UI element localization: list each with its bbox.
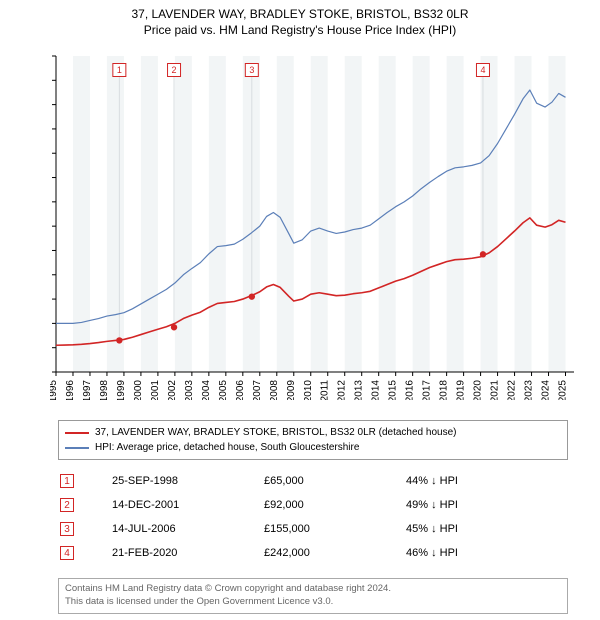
legend-row: HPI: Average price, detached house, Sout… — [65, 440, 561, 455]
svg-text:2012: 2012 — [337, 380, 348, 400]
sale-price: £242,000 — [264, 542, 404, 564]
sale-marker-icon: 2 — [60, 498, 74, 512]
svg-text:2015: 2015 — [388, 380, 399, 400]
svg-text:1999: 1999 — [116, 380, 127, 400]
sale-marker-icon: 4 — [60, 546, 74, 560]
table-row: 3 14-JUL-2006£155,00045% ↓ HPI — [60, 518, 536, 540]
svg-text:2009: 2009 — [286, 380, 297, 400]
title-line2: Price paid vs. HM Land Registry's House … — [0, 22, 600, 38]
svg-text:2022: 2022 — [507, 380, 518, 400]
svg-text:2023: 2023 — [524, 380, 535, 400]
svg-text:2016: 2016 — [405, 380, 416, 400]
sales-table: 1 25-SEP-1998£65,00044% ↓ HPI 2 14-DEC-2001… — [58, 468, 538, 566]
svg-text:1: 1 — [117, 65, 122, 75]
svg-text:2001: 2001 — [150, 380, 161, 400]
chart-svg: £0£50K£100K£150K£200K£250K£300K£350K£400… — [50, 50, 580, 400]
sale-price: £65,000 — [264, 470, 404, 492]
attribution-line2: This data is licensed under the Open Gov… — [65, 596, 561, 609]
sale-price: £155,000 — [264, 518, 404, 540]
svg-text:3: 3 — [249, 65, 254, 75]
svg-text:2003: 2003 — [184, 380, 195, 400]
svg-text:2025: 2025 — [558, 380, 569, 400]
sale-price: £92,000 — [264, 494, 404, 516]
sale-date: 14-JUL-2006 — [112, 518, 262, 540]
sale-marker-cell: 1 — [60, 470, 110, 492]
svg-text:2010: 2010 — [303, 380, 314, 400]
legend: 37, LAVENDER WAY, BRADLEY STOKE, BRISTOL… — [58, 420, 568, 460]
svg-text:1996: 1996 — [65, 380, 76, 400]
sale-diff: 49% ↓ HPI — [406, 494, 536, 516]
svg-text:2008: 2008 — [269, 380, 280, 400]
chart-area: £0£50K£100K£150K£200K£250K£300K£350K£400… — [50, 50, 580, 400]
sale-diff: 45% ↓ HPI — [406, 518, 536, 540]
svg-text:2004: 2004 — [201, 380, 212, 400]
svg-text:2011: 2011 — [320, 380, 331, 400]
legend-row: 37, LAVENDER WAY, BRADLEY STOKE, BRISTOL… — [65, 425, 561, 440]
svg-text:1997: 1997 — [82, 380, 93, 400]
svg-text:1995: 1995 — [50, 380, 59, 400]
svg-text:2020: 2020 — [473, 380, 484, 400]
title-block: 37, LAVENDER WAY, BRADLEY STOKE, BRISTOL… — [0, 0, 600, 38]
legend-swatch-series1 — [65, 432, 89, 434]
svg-text:1998: 1998 — [99, 380, 110, 400]
sale-diff: 44% ↓ HPI — [406, 470, 536, 492]
svg-text:2019: 2019 — [456, 380, 467, 400]
sale-date: 21-FEB-2020 — [112, 542, 262, 564]
svg-text:2021: 2021 — [490, 380, 501, 400]
sale-marker-cell: 4 — [60, 542, 110, 564]
attribution: Contains HM Land Registry data © Crown c… — [58, 578, 568, 614]
sale-marker-cell: 2 — [60, 494, 110, 516]
svg-text:2007: 2007 — [252, 380, 263, 400]
sale-marker-icon: 1 — [60, 474, 74, 488]
title-line1: 37, LAVENDER WAY, BRADLEY STOKE, BRISTOL… — [0, 6, 600, 22]
svg-text:2017: 2017 — [422, 380, 433, 400]
sale-marker-icon: 3 — [60, 522, 74, 536]
legend-label-series1: 37, LAVENDER WAY, BRADLEY STOKE, BRISTOL… — [95, 425, 456, 440]
svg-text:2018: 2018 — [439, 380, 450, 400]
svg-text:2: 2 — [172, 65, 177, 75]
svg-text:2014: 2014 — [371, 380, 382, 400]
svg-text:2000: 2000 — [133, 380, 144, 400]
svg-text:2005: 2005 — [218, 380, 229, 400]
legend-swatch-series2 — [65, 447, 89, 449]
legend-label-series2: HPI: Average price, detached house, Sout… — [95, 440, 359, 455]
svg-text:2013: 2013 — [354, 380, 365, 400]
table-row: 4 21-FEB-2020£242,00046% ↓ HPI — [60, 542, 536, 564]
attribution-line1: Contains HM Land Registry data © Crown c… — [65, 583, 561, 596]
svg-text:4: 4 — [480, 65, 485, 75]
sale-date: 14-DEC-2001 — [112, 494, 262, 516]
sale-date: 25-SEP-1998 — [112, 470, 262, 492]
chart-container: 37, LAVENDER WAY, BRADLEY STOKE, BRISTOL… — [0, 0, 600, 620]
svg-text:2024: 2024 — [541, 380, 552, 400]
table-row: 2 14-DEC-2001£92,00049% ↓ HPI — [60, 494, 536, 516]
svg-text:2006: 2006 — [235, 380, 246, 400]
sale-diff: 46% ↓ HPI — [406, 542, 536, 564]
table-row: 1 25-SEP-1998£65,00044% ↓ HPI — [60, 470, 536, 492]
sale-marker-cell: 3 — [60, 518, 110, 540]
svg-text:2002: 2002 — [167, 380, 178, 400]
